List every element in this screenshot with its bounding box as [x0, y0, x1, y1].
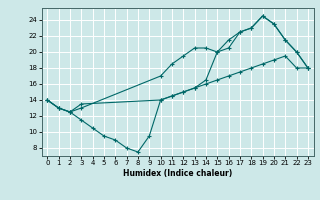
X-axis label: Humidex (Indice chaleur): Humidex (Indice chaleur) [123, 169, 232, 178]
